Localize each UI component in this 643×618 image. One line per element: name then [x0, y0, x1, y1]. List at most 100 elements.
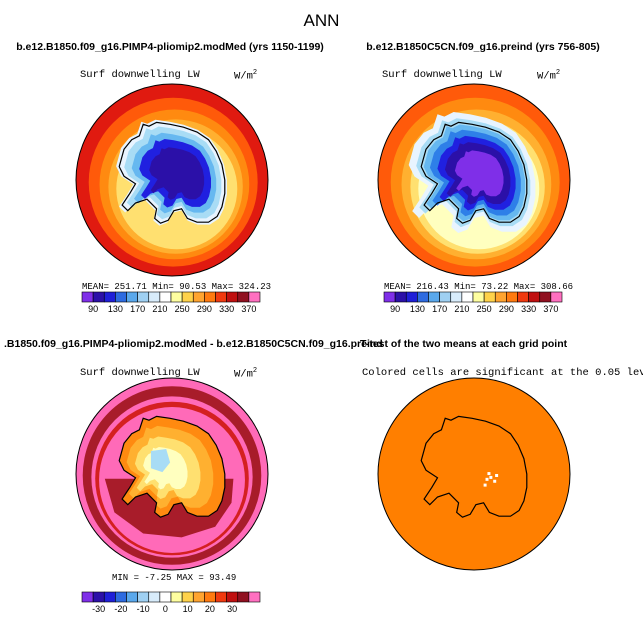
- colorbar-cell: [204, 291, 216, 303]
- colorbar-cell: [215, 291, 227, 303]
- colorbar-tick-label: 130: [410, 304, 425, 314]
- colorbar-cell: [204, 591, 216, 603]
- colorbar-cell: [248, 291, 261, 303]
- colorbar-cell: [226, 591, 239, 603]
- panel-1-colorbar: 90 130 170 210 250 290 330 370: [81, 291, 261, 314]
- map-border: [377, 377, 571, 571]
- map-border: [75, 83, 269, 277]
- colorbar-cell: [148, 591, 161, 603]
- colorbar-cell: [461, 291, 474, 303]
- colorbar-tick-label: 210: [454, 304, 469, 314]
- colorbar-cell: [137, 591, 150, 603]
- colorbar-cell: [494, 291, 507, 303]
- colorbar-tick-label: 170: [130, 304, 145, 314]
- colorbar-tick-label: 20: [205, 604, 215, 614]
- colorbar-cell: [81, 591, 94, 603]
- colorbar-cell: [170, 591, 183, 603]
- colorbar-cell: [517, 291, 529, 303]
- colorbar-tick-label: 330: [219, 304, 234, 314]
- colorbar-tick-label: 170: [432, 304, 447, 314]
- colorbar-tick-label: 370: [241, 304, 256, 314]
- figure-title: ANN: [303, 11, 340, 30]
- colorbar-cell: [92, 591, 105, 603]
- colorbar-tick-label: 370: [543, 304, 558, 314]
- colorbar-tick-label: -20: [114, 604, 127, 614]
- panel-1-map: [75, 83, 269, 277]
- panel-1-title: b.e12.B1850.f09_g16.PIMP4-pliomip2.modMe…: [16, 41, 324, 53]
- colorbar-cell: [192, 291, 205, 303]
- colorbar-cell: [103, 591, 116, 603]
- colorbar-cell: [181, 591, 194, 603]
- colorbar-tick-label: 330: [521, 304, 536, 314]
- colorbar-cell: [81, 291, 94, 303]
- colorbar-cell: [159, 591, 172, 603]
- insignificant-cell: [487, 472, 491, 476]
- colorbar-cell: [248, 591, 261, 603]
- colorbar-cell: [383, 291, 396, 303]
- colorbar-tick-label: 290: [197, 304, 212, 314]
- colorbar-cell: [439, 291, 452, 303]
- colorbar-cell: [550, 291, 563, 303]
- colorbar-tick-label: -30: [92, 604, 105, 614]
- colorbar-cell: [159, 291, 172, 303]
- panel-3-colorbar: -30 -20 -10 0 10 20 30: [81, 591, 261, 614]
- insignificant-cell: [483, 483, 487, 487]
- colorbar-cell: [126, 291, 138, 303]
- insignificant-cell: [495, 474, 499, 477]
- panel-3-title: .B1850.f09_g16.PIMP4-pliomip2.modMed - b…: [4, 338, 383, 350]
- panel-1-units: W/m2: [234, 69, 258, 83]
- colorbar-cell: [126, 591, 138, 603]
- panel-2-units: W/m2: [537, 69, 561, 83]
- colorbar-cell: [192, 591, 205, 603]
- insignificant-cell: [493, 479, 497, 483]
- colorbar-cell: [528, 291, 541, 303]
- contour-fill: [150, 449, 171, 473]
- colorbar-tick-label: 90: [88, 304, 98, 314]
- colorbar-tick-label: 0: [163, 604, 168, 614]
- colorbar-tick-label: 30: [227, 604, 237, 614]
- panel-2-map: [377, 83, 571, 277]
- panel-2-stats: MEAN= 216.43 Min= 73.22 Max= 308.66: [384, 282, 574, 292]
- panel-2-colorbar: 90 130 170 210 250 290 330 370: [383, 291, 563, 314]
- colorbar-cell: [170, 291, 183, 303]
- colorbar-tick-label: 10: [183, 604, 193, 614]
- colorbar-cell: [237, 291, 250, 303]
- coastline: [118, 415, 226, 518]
- colorbar-cell: [103, 291, 116, 303]
- colorbar-cell: [148, 291, 161, 303]
- panel-4-note: Colored cells are significant at the 0.0…: [362, 367, 643, 379]
- colorbar-cell: [417, 291, 429, 303]
- colorbar-tick-label: 250: [175, 304, 190, 314]
- panel-2-title: b.e12.B1850C5CN.f09_g16.preind (yrs 756-…: [366, 41, 600, 53]
- colorbar-cell: [428, 291, 440, 303]
- insignificant-cell: [485, 477, 489, 481]
- panel-4-map: [377, 377, 571, 571]
- colorbar-cell: [405, 291, 418, 303]
- colorbar-cell: [181, 291, 194, 303]
- coastline: [420, 415, 528, 518]
- significant-cells: [378, 378, 570, 570]
- colorbar-cell: [226, 291, 239, 303]
- colorbar-tick-label: 290: [499, 304, 514, 314]
- colorbar-tick-label: 250: [477, 304, 492, 314]
- colorbar-cell: [539, 291, 552, 303]
- colorbar-cell: [137, 291, 150, 303]
- colorbar-tick-label: -10: [137, 604, 150, 614]
- colorbar-cell: [506, 291, 518, 303]
- map-border: [377, 83, 571, 277]
- panel-4-title: T-test of the two means at each grid poi…: [360, 338, 568, 350]
- colorbar-tick-label: 210: [152, 304, 167, 314]
- colorbar-cell: [115, 591, 127, 603]
- colorbar-cell: [215, 591, 227, 603]
- panel-1-stats: MEAN= 251.71 Min= 90.53 Max= 324.23: [82, 282, 272, 292]
- insignificant-cell: [489, 475, 493, 479]
- panel-3-units: W/m2: [234, 367, 258, 381]
- contour-fill: [454, 150, 504, 197]
- coastline: [118, 121, 226, 224]
- coastline: [420, 121, 528, 224]
- panel-3-variable: Surf downwelling LW: [80, 367, 200, 379]
- colorbar-cell: [483, 291, 496, 303]
- panel-1-variable: Surf downwelling LW: [80, 69, 200, 81]
- panel-2-variable: Surf downwelling LW: [382, 69, 502, 81]
